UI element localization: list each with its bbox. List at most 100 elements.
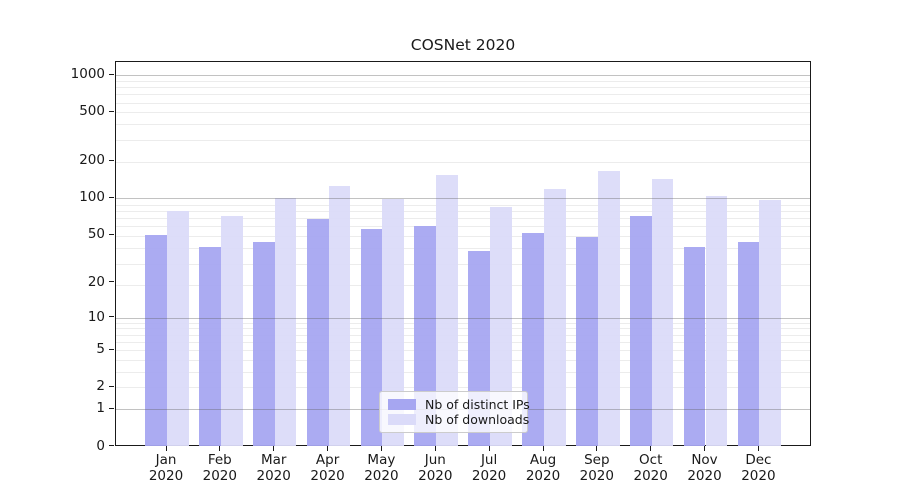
minor-gridline (116, 372, 810, 373)
minor-gridline (116, 124, 810, 126)
bar-ips-jun (414, 225, 437, 446)
minor-gridline (116, 161, 810, 163)
bar-ips-dec (737, 241, 760, 446)
plot-area: Nb of distinct IPs Nb of downloads (115, 61, 811, 446)
x-tick-mark (165, 446, 167, 451)
x-tick-label: Feb 2020 (202, 452, 237, 484)
minor-gridline (116, 80, 810, 82)
x-tick-mark (273, 446, 275, 451)
bar-downloads-jan (167, 210, 189, 446)
x-tick-label: Mar 2020 (256, 452, 291, 484)
legend-label-downloads: Nb of downloads (425, 412, 530, 427)
y-tick-label: 2 (96, 378, 105, 395)
y-tick-label: 5 (96, 341, 105, 358)
x-tick-label: Apr 2020 (310, 452, 345, 484)
y-tick-mark (109, 445, 114, 447)
minor-gridline (116, 139, 810, 141)
bar-downloads-jun (436, 175, 459, 446)
x-tick-label: Oct 2020 (633, 452, 668, 484)
x-tick-mark (434, 446, 436, 451)
x-tick-label: Jul 2020 (471, 452, 507, 484)
legend: Nb of distinct IPs Nb of downloads (379, 391, 530, 433)
x-tick-mark (650, 446, 652, 451)
bar-downloads-sep (597, 171, 620, 446)
minor-gridline (116, 204, 810, 206)
minor-gridline (116, 263, 810, 265)
minor-gridline (116, 350, 810, 352)
legend-item-ips: Nb of distinct IPs (388, 397, 530, 412)
y-tick-label: 1000 (70, 66, 105, 82)
y-tick-mark (109, 73, 114, 75)
bar-ips-nov (683, 246, 706, 446)
minor-gridline (116, 360, 810, 361)
major-gridline (116, 75, 810, 76)
minor-gridline (116, 112, 810, 114)
y-tick-mark (109, 316, 114, 318)
x-tick-mark (704, 446, 706, 451)
x-tick-mark (542, 446, 544, 451)
minor-gridline (116, 328, 810, 330)
minor-gridline (116, 87, 810, 89)
minor-gridline (116, 322, 810, 324)
bar-downloads-feb (220, 215, 243, 446)
bar-downloads-jul (490, 207, 512, 446)
minor-gridline (116, 334, 810, 336)
x-tick-label: May 2020 (364, 452, 399, 484)
y-tick-label: 100 (79, 189, 105, 206)
major-gridline (116, 198, 810, 200)
minor-gridline (116, 341, 810, 343)
y-tick-label: 20 (87, 273, 105, 290)
x-tick-mark (757, 446, 760, 451)
y-tick-label: 200 (79, 152, 105, 169)
x-tick-label: Jun 2020 (418, 452, 453, 484)
bar-downloads-apr (328, 185, 351, 446)
y-tick-mark (109, 196, 114, 199)
y-tick-label: 0 (96, 437, 105, 454)
minor-gridline (116, 285, 810, 287)
y-tick-label: 10 (87, 308, 105, 325)
x-tick-label: Jan 2020 (148, 452, 184, 484)
y-tick-mark (109, 407, 114, 409)
minor-gridline (116, 226, 810, 228)
legend-item-downloads: Nb of downloads (388, 412, 529, 427)
bar-downloads-dec (759, 200, 782, 446)
minor-gridline (116, 236, 810, 238)
x-tick-mark (219, 446, 221, 451)
x-tick-mark (596, 446, 598, 451)
x-tick-label: Sep 2020 (579, 452, 614, 484)
chart-title: COSNet 2020 (410, 36, 516, 54)
y-tick-label: 1 (96, 400, 105, 417)
bar-ips-mar (252, 241, 275, 446)
y-tick-label: 50 (87, 226, 105, 243)
x-tick-mark (488, 446, 490, 451)
y-tick-label: 500 (79, 103, 105, 120)
bar-ips-jan (145, 235, 167, 446)
bar-ips-may (360, 229, 383, 446)
x-tick-label: Nov 2020 (687, 452, 722, 484)
minor-gridline (116, 248, 810, 250)
bar-downloads-oct (651, 178, 674, 446)
major-gridline (116, 317, 810, 319)
bar-downloads-may (382, 199, 405, 446)
y-tick-mark (109, 385, 114, 388)
bar-downloads-aug (544, 188, 566, 446)
x-tick-label: Aug 2020 (525, 452, 561, 484)
minor-gridline (116, 94, 810, 96)
bar-downloads-mar (274, 198, 297, 446)
y-tick-mark (109, 110, 114, 112)
minor-gridline (116, 218, 810, 220)
y-tick-mark (109, 233, 114, 235)
bar-ips-sep (576, 237, 598, 446)
minor-gridline (116, 102, 810, 104)
bar-ips-oct (629, 215, 652, 446)
bar-ips-feb (199, 246, 221, 446)
legend-label-ips: Nb of distinct IPs (425, 397, 530, 412)
x-tick-mark (327, 446, 329, 451)
y-tick-mark (109, 159, 114, 162)
minor-gridline (116, 387, 810, 389)
y-tick-mark (109, 281, 114, 283)
x-tick-mark (380, 446, 383, 451)
x-tick-label: Dec 2020 (741, 452, 776, 484)
minor-gridline (116, 210, 810, 212)
